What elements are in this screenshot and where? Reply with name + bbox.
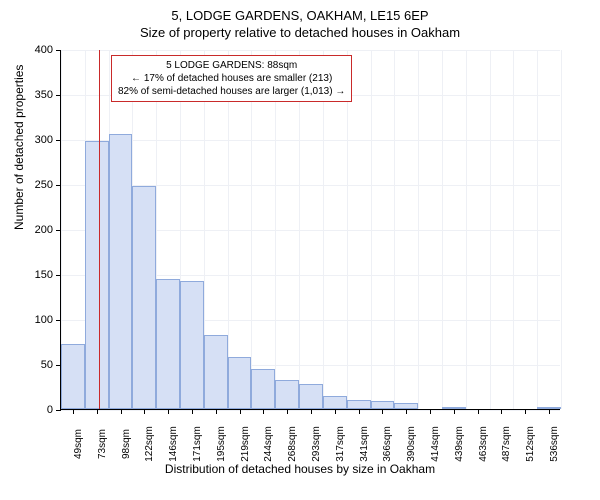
bar xyxy=(251,369,275,410)
x-tick-label: 219sqm xyxy=(240,426,251,462)
grid-line-v xyxy=(513,50,514,409)
x-tick-label: 366sqm xyxy=(382,426,393,462)
grid-line-v xyxy=(299,50,300,409)
x-tick-label: 73sqm xyxy=(97,429,108,459)
x-tick-mark xyxy=(501,409,502,414)
x-tick-label: 317sqm xyxy=(335,426,346,462)
x-tick-mark xyxy=(549,409,550,414)
chart-title-address: 5, LODGE GARDENS, OAKHAM, LE15 6EP xyxy=(0,0,600,23)
bar xyxy=(228,357,252,409)
x-tick-mark xyxy=(121,409,122,414)
x-tick-label: 439sqm xyxy=(454,426,465,462)
bar xyxy=(323,396,347,409)
x-tick-label: 244sqm xyxy=(263,426,274,462)
grid-line-v xyxy=(418,50,419,409)
bar xyxy=(109,134,133,409)
bar xyxy=(371,401,395,409)
x-tick-label: 122sqm xyxy=(144,426,155,462)
x-tick-label: 487sqm xyxy=(501,426,512,462)
annotation-line3: 82% of semi-detached houses are larger (… xyxy=(118,85,345,98)
x-tick-label: 390sqm xyxy=(406,426,417,462)
bar xyxy=(347,400,371,409)
x-tick-label: 414sqm xyxy=(430,426,441,462)
grid-line-v xyxy=(323,50,324,409)
bar xyxy=(156,279,180,410)
x-tick-label: 512sqm xyxy=(525,426,536,462)
x-tick-mark xyxy=(168,409,169,414)
plot-area: 05010015020025030035040049sqm73sqm98sqm1… xyxy=(60,50,560,410)
x-tick-mark xyxy=(240,409,241,414)
x-tick-mark xyxy=(525,409,526,414)
bar xyxy=(204,335,228,409)
x-tick-label: 49sqm xyxy=(73,429,84,459)
x-tick-label: 341sqm xyxy=(359,426,370,462)
grid-line-v xyxy=(275,50,276,409)
x-axis-label: Distribution of detached houses by size … xyxy=(0,462,600,476)
x-tick-label: 195sqm xyxy=(216,426,227,462)
grid-line-v xyxy=(371,50,372,409)
y-axis-label: Number of detached properties xyxy=(12,65,26,230)
grid-line-v xyxy=(442,50,443,409)
x-tick-mark xyxy=(430,409,431,414)
grid-line-v xyxy=(394,50,395,409)
x-tick-mark xyxy=(263,409,264,414)
annotation-line2: ← 17% of detached houses are smaller (21… xyxy=(118,72,345,85)
grid-line-v xyxy=(466,50,467,409)
x-tick-mark xyxy=(144,409,145,414)
bar xyxy=(180,281,204,409)
x-tick-label: 463sqm xyxy=(478,426,489,462)
x-tick-mark xyxy=(311,409,312,414)
bar xyxy=(299,384,323,409)
bar xyxy=(275,380,299,409)
bar xyxy=(61,344,85,409)
grid-line-v xyxy=(561,50,562,409)
y-tick-mark xyxy=(56,410,61,411)
annotation-line1: 5 LODGE GARDENS: 88sqm xyxy=(118,59,345,72)
x-tick-mark xyxy=(406,409,407,414)
grid-line-v xyxy=(537,50,538,409)
bar xyxy=(85,141,109,409)
x-tick-label: 293sqm xyxy=(311,426,322,462)
x-tick-mark xyxy=(216,409,217,414)
x-tick-label: 536sqm xyxy=(549,426,560,462)
chart-container: 5, LODGE GARDENS, OAKHAM, LE15 6EP Size … xyxy=(0,0,600,500)
chart-title-subtitle: Size of property relative to detached ho… xyxy=(0,23,600,40)
bar xyxy=(132,186,156,409)
x-tick-mark xyxy=(454,409,455,414)
grid-line-v xyxy=(347,50,348,409)
x-tick-label: 171sqm xyxy=(192,426,203,462)
x-tick-mark xyxy=(73,409,74,414)
x-tick-mark xyxy=(382,409,383,414)
x-tick-mark xyxy=(97,409,98,414)
grid-line-v xyxy=(251,50,252,409)
x-tick-label: 146sqm xyxy=(168,426,179,462)
x-tick-label: 268sqm xyxy=(287,426,298,462)
x-tick-mark xyxy=(287,409,288,414)
x-tick-mark xyxy=(192,409,193,414)
grid-line-v xyxy=(228,50,229,409)
annotation-box: 5 LODGE GARDENS: 88sqm← 17% of detached … xyxy=(111,55,352,102)
grid-line-h xyxy=(61,140,560,141)
grid-line-v xyxy=(490,50,491,409)
x-tick-mark xyxy=(335,409,336,414)
grid-line-h xyxy=(61,50,560,51)
x-tick-mark xyxy=(478,409,479,414)
property-marker-line xyxy=(99,50,100,409)
x-tick-mark xyxy=(359,409,360,414)
x-tick-label: 98sqm xyxy=(121,429,132,459)
